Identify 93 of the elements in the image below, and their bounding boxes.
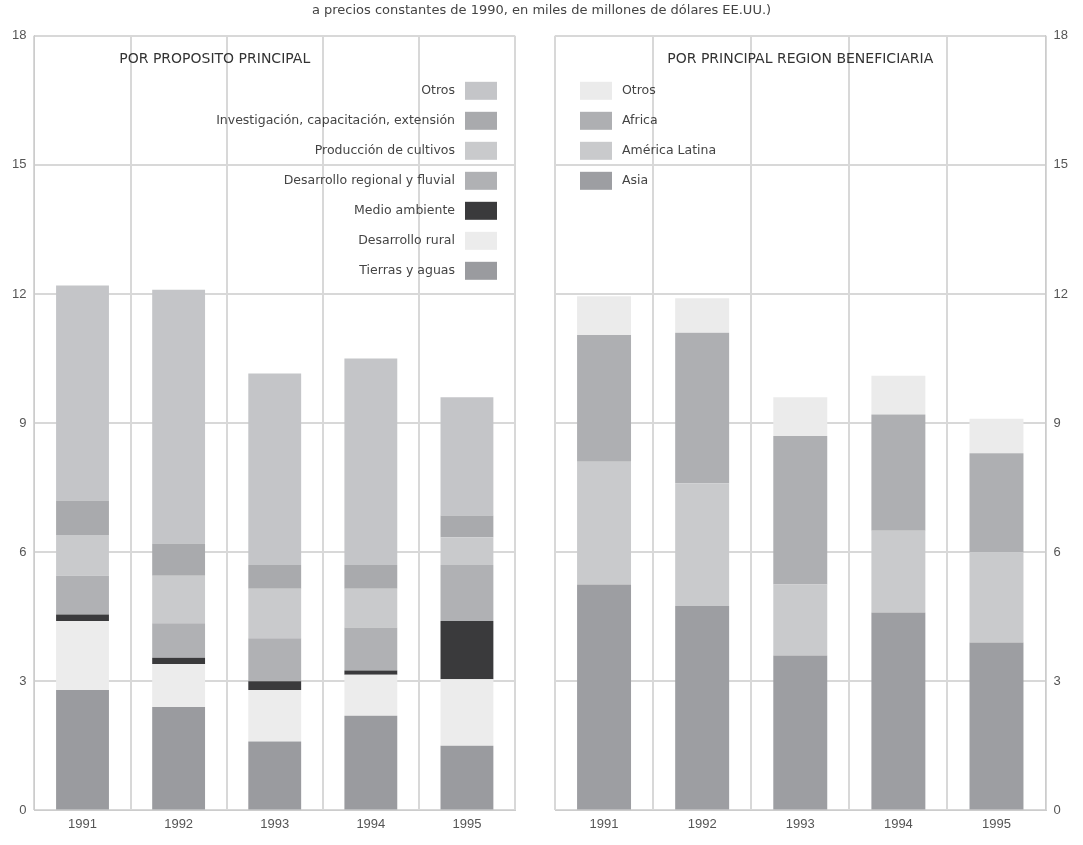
legend-label: Asia [622,172,649,188]
legend-label: Desarrollo rural [358,232,455,248]
bar [440,745,494,810]
bar [871,530,926,613]
legend-label: Investigación, capacitación, extensión [216,112,455,128]
x-tick-label: 1995 [982,815,1011,831]
y-tick-label: 18 [1053,27,1069,43]
bar [344,674,398,716]
x-tick-label: 1993 [260,815,290,831]
bar [440,621,494,680]
bar [152,657,206,665]
bar [152,543,206,576]
bar [871,414,926,531]
bar [152,664,206,708]
bar [773,397,828,437]
bar [577,296,632,335]
bar [248,373,302,566]
y-tick-label: 15 [11,156,27,172]
bar [440,515,494,538]
bar [344,588,398,628]
y-tick-label: 18 [11,27,27,43]
bar [675,605,730,810]
bar [344,670,398,675]
legend-label: Medio ambiente [354,202,456,218]
x-tick-label: 1991 [68,815,97,831]
bar [344,565,398,589]
legend-label: Producción de cultivos [314,142,455,158]
bar [152,575,206,624]
y-tick-label: 9 [1053,414,1061,430]
y-tick-label: 3 [19,672,27,688]
x-tick-label: 1994 [883,815,913,831]
legend-label: Africa [622,112,658,128]
text: POR PROPOSITO PRINCIPAL [119,50,311,67]
bar [56,534,109,576]
y-tick-label: 15 [1053,156,1069,172]
bar [773,584,828,656]
y-tick-label: 6 [1053,543,1061,559]
bar [56,285,109,501]
bar [440,565,494,622]
bar [248,588,302,639]
bar [675,332,730,484]
text: POR PRINCIPAL REGION BENEFICIARIA [667,50,934,67]
y-tick-label: 6 [19,543,27,559]
bar [577,584,632,810]
bar [440,537,494,566]
bar [440,397,494,516]
legend-label: Tierras y aguas [358,262,455,278]
bar [969,642,1024,810]
bar [56,621,109,690]
bar [152,707,206,810]
bar [969,552,1024,643]
x-tick-label: 1995 [452,815,482,831]
bar [773,655,828,810]
y-tick-label: 0 [1053,801,1061,817]
bar [56,689,109,810]
bar [969,418,1024,454]
bar [344,358,398,566]
x-tick-label: 1993 [785,815,815,831]
bar [56,614,109,622]
x-tick-label: 1991 [589,815,619,831]
bar [248,689,302,742]
bar [248,565,302,589]
legend-label: Otros [622,82,656,98]
legend-label: Otros [421,82,455,98]
bar [577,334,632,462]
y-tick-label: 3 [1053,672,1061,688]
bar [440,679,494,746]
bar [152,289,206,544]
bar [577,461,632,585]
bar [773,436,828,585]
x-tick-label: 1992 [687,815,717,831]
bar [56,575,109,615]
bar [969,453,1024,553]
bar [56,500,109,535]
bar [871,612,926,810]
bar [248,681,302,690]
y-tick-label: 12 [1053,285,1069,301]
legend-label: Desarrollo regional y fluvial [283,172,455,188]
bar [344,627,398,671]
y-tick-label: 12 [11,285,27,301]
bar [675,298,730,333]
bar [871,375,926,415]
bar [248,638,302,682]
y-tick-label: 0 [19,801,27,817]
x-tick-label: 1992 [164,815,194,831]
legend-label: América Latina [622,142,717,158]
bar [248,741,302,810]
y-tick-label: 9 [19,414,27,430]
text: a precios constantes de 1990, en miles de millones de dólares EE.UU.) [310,1,773,19]
bar [675,483,730,606]
x-tick-label: 1994 [356,815,386,831]
bar [152,623,206,658]
bar [344,715,398,810]
